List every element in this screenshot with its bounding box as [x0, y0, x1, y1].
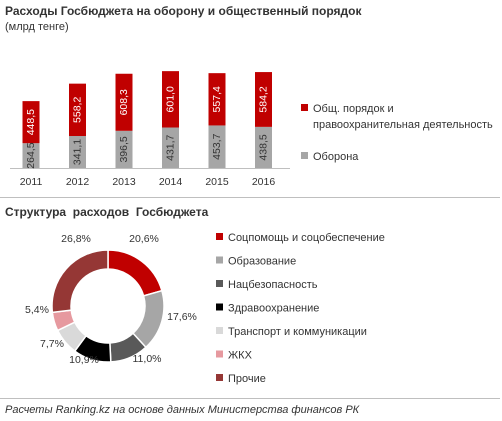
- data-label-public-order-2015: 557,4: [211, 86, 223, 112]
- legend-label-0-line-0: Общ. порядок и: [313, 103, 394, 115]
- legend-swatch-0: [301, 104, 308, 111]
- donut-data-label-5: 5,4%: [25, 304, 49, 316]
- legend-label-0-line-1: правоохранительная деятельность: [313, 119, 493, 131]
- bar-defense-2016: [255, 126, 272, 168]
- donut-data-label-4: 7,7%: [40, 338, 64, 350]
- x-tick-label-2012: 2012: [66, 176, 90, 188]
- donut-chart-title: Структура расходов Госбюджета: [5, 205, 209, 219]
- bar-defense-2014: [162, 127, 179, 168]
- donut-legend-swatch-3: [216, 303, 223, 311]
- donut-legend-swatch-2: [216, 280, 223, 287]
- data-label-defense-2011: 264,5: [25, 142, 37, 168]
- data-label-defense-2012: 341,1: [72, 139, 84, 165]
- donut-data-label-2: 11,0%: [133, 353, 162, 365]
- section-divider: [0, 197, 500, 198]
- bar-chart: 264,5 448,5 2011 341,1 558,2 2012 396,5 608,3 20…: [10, 71, 493, 188]
- legend-label-1-line-0: Оборона: [313, 151, 359, 163]
- donut-chart: 20,6% 17,6% 11,0% 10,9% 7,7% 5,4% 26,8% Соцпомо…: [25, 232, 385, 385]
- donut-legend-swatch-1: [216, 256, 223, 264]
- bar-public-order-2012: [69, 83, 86, 137]
- data-label-defense-2014: 431,7: [165, 134, 177, 160]
- data-label-public-order-2016: 584,2: [258, 86, 270, 112]
- donut-legend-label-3: Здравоохранение: [228, 303, 319, 315]
- bar-defense-2012: [69, 136, 86, 168]
- bar-chart-title: Расходы Госбюджета на оборону и обществе…: [5, 4, 362, 18]
- bar-public-order-2015: [208, 73, 226, 126]
- bar-defense-2015: [208, 125, 226, 168]
- bar-defense-2013: [115, 130, 133, 168]
- x-tick-label-2011: 2011: [20, 176, 43, 188]
- data-label-defense-2015: 453,7: [211, 133, 223, 159]
- source-footnote: Расчеты Ranking.kz на основе данных Мини…: [5, 404, 360, 416]
- donut-legend-label-5: ЖКХ: [228, 350, 253, 362]
- donut-data-label-3: 10,9%: [69, 354, 99, 366]
- donut-data-label-1: 17,6%: [167, 311, 197, 323]
- donut-data-label-6: 26,8%: [61, 233, 91, 245]
- bar-defense-2011: [22, 143, 40, 168]
- donut-legend-swatch-5: [216, 350, 223, 358]
- donut-data-label-0: 20,6%: [129, 233, 159, 245]
- donut-legend-label-0: Соцпомощь и соцобеспечение: [228, 232, 385, 244]
- bar-public-order-2013: [115, 73, 133, 131]
- bar-public-order-2011: [22, 101, 40, 144]
- data-label-public-order-2013: 608,3: [118, 89, 130, 115]
- data-label-public-order-2014: 601,0: [165, 86, 177, 112]
- donut-slice-0: [107, 249, 163, 297]
- donut-legend-swatch-4: [216, 327, 223, 334]
- donut-legend-label-6: Прочие: [228, 373, 266, 385]
- data-label-defense-2013: 396,5: [118, 136, 130, 162]
- donut-legend-label-2: Нацбезопасность: [228, 279, 318, 291]
- donut-legend-label-4: Транспорт и коммуникации: [228, 326, 367, 338]
- data-label-public-order-2011: 448,5: [25, 109, 37, 135]
- donut-legend-label-1: Образование: [228, 256, 296, 268]
- data-label-defense-2016: 438,5: [258, 134, 270, 160]
- legend-swatch-1: [301, 152, 308, 159]
- footer-divider: [0, 398, 500, 399]
- x-tick-label-2013: 2013: [112, 176, 136, 188]
- x-tick-label-2015: 2015: [205, 176, 229, 188]
- donut-slice-6: [51, 249, 109, 314]
- x-tick-label-2014: 2014: [159, 176, 183, 188]
- data-label-public-order-2012: 558,2: [72, 97, 84, 123]
- donut-legend-swatch-0: [216, 233, 223, 240]
- bar-public-order-2016: [255, 72, 272, 127]
- bar-public-order-2014: [162, 71, 179, 128]
- x-tick-label-2016: 2016: [252, 176, 276, 188]
- donut-legend-swatch-6: [216, 374, 223, 381]
- bar-chart-subtitle: (млрд тенге): [5, 21, 69, 33]
